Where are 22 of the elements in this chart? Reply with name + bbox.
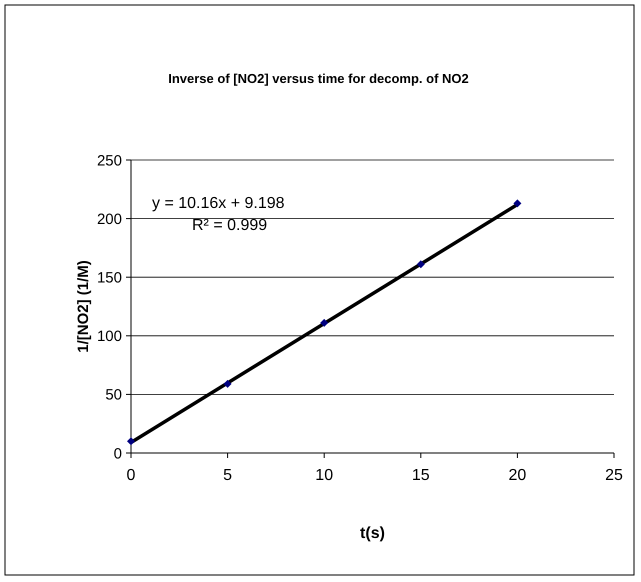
x-tick-label: 15 xyxy=(412,467,430,484)
y-axis-title: 1/[NO2] (1/M) xyxy=(75,260,92,353)
y-tick-label: 0 xyxy=(114,445,122,462)
x-tick-label: 25 xyxy=(605,467,623,484)
x-tick-label: 10 xyxy=(315,467,334,484)
point xyxy=(320,318,328,327)
x-tick-label: 5 xyxy=(223,467,232,484)
x-axis-title: t(s) xyxy=(360,525,385,542)
y-tick-label: 250 xyxy=(96,152,122,170)
point xyxy=(513,199,522,208)
point xyxy=(416,260,425,268)
x-tick-label: 20 xyxy=(508,467,526,484)
x-tick-label: 0 xyxy=(126,467,136,484)
annotation: R² = 0.999 xyxy=(192,217,268,234)
chart-title: Inverse of [NO2] versus time for decomp. of NO2 xyxy=(168,71,469,86)
point xyxy=(127,437,135,446)
y-tick-label: 200 xyxy=(96,210,122,228)
y-tick-label: 100 xyxy=(96,328,122,346)
y-tick-label: 50 xyxy=(105,386,122,404)
annotation: y = 10.16x + 9.198 xyxy=(152,195,285,212)
point xyxy=(224,380,232,388)
y-tick-label: 150 xyxy=(96,269,122,286)
